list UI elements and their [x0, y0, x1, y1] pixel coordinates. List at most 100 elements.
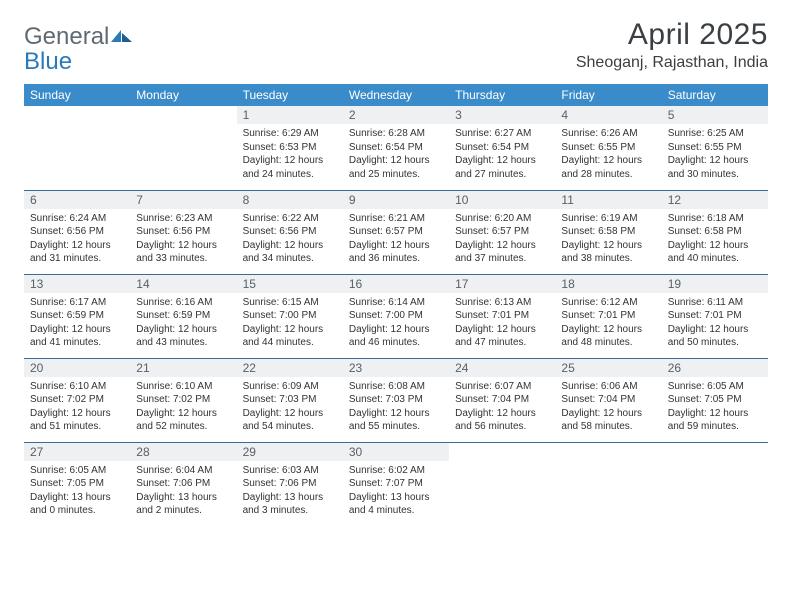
calendar-day-cell: 7Sunrise: 6:23 AMSunset: 6:56 PMDaylight… [130, 190, 236, 274]
sunrise-line: Sunrise: 6:18 AM [668, 212, 762, 226]
sunrise-line: Sunrise: 6:07 AM [455, 380, 549, 394]
calendar-day-cell: 25Sunrise: 6:06 AMSunset: 7:04 PMDayligh… [555, 358, 661, 442]
day-number: 18 [555, 275, 661, 293]
day-data: Sunrise: 6:17 AMSunset: 6:59 PMDaylight:… [24, 293, 130, 353]
sunrise-line: Sunrise: 6:02 AM [349, 464, 443, 478]
sunrise-line: Sunrise: 6:16 AM [136, 296, 230, 310]
brand-part1: General [24, 23, 109, 50]
calendar-day-cell: 3Sunrise: 6:27 AMSunset: 6:54 PMDaylight… [449, 106, 555, 190]
day-number: 30 [343, 443, 449, 461]
calendar-day-cell: 14Sunrise: 6:16 AMSunset: 6:59 PMDayligh… [130, 274, 236, 358]
sunrise-line: Sunrise: 6:03 AM [243, 464, 337, 478]
sunrise-line: Sunrise: 6:05 AM [30, 464, 124, 478]
day-number: 4 [555, 106, 661, 124]
sunset-line: Sunset: 6:58 PM [668, 225, 762, 239]
sunset-line: Sunset: 6:55 PM [668, 141, 762, 155]
day-number: 8 [237, 191, 343, 209]
sunset-line: Sunset: 7:04 PM [455, 393, 549, 407]
sunset-line: Sunset: 6:58 PM [561, 225, 655, 239]
day-number: 5 [662, 106, 768, 124]
day-number: 14 [130, 275, 236, 293]
sunset-line: Sunset: 6:59 PM [30, 309, 124, 323]
day-number: 22 [237, 359, 343, 377]
sunrise-line: Sunrise: 6:06 AM [561, 380, 655, 394]
calendar-week-row: 6Sunrise: 6:24 AMSunset: 6:56 PMDaylight… [24, 190, 768, 274]
day-data: Sunrise: 6:16 AMSunset: 6:59 PMDaylight:… [130, 293, 236, 353]
sunset-line: Sunset: 7:06 PM [243, 477, 337, 491]
calendar-day-cell: 23Sunrise: 6:08 AMSunset: 7:03 PMDayligh… [343, 358, 449, 442]
day-data: Sunrise: 6:03 AMSunset: 7:06 PMDaylight:… [237, 461, 343, 521]
weekday-header-row: SundayMondayTuesdayWednesdayThursdayFrid… [24, 84, 768, 106]
calendar-page: GeneralBlue April 2025 Sheoganj, Rajasth… [0, 0, 792, 544]
calendar-day-cell: 15Sunrise: 6:15 AMSunset: 7:00 PMDayligh… [237, 274, 343, 358]
sunrise-line: Sunrise: 6:12 AM [561, 296, 655, 310]
day-number: 23 [343, 359, 449, 377]
day-number: 2 [343, 106, 449, 124]
calendar-day-cell: 29Sunrise: 6:03 AMSunset: 7:06 PMDayligh… [237, 442, 343, 526]
daylight-line: Daylight: 12 hours and 51 minutes. [30, 407, 124, 434]
day-number: 11 [555, 191, 661, 209]
daylight-line: Daylight: 12 hours and 44 minutes. [243, 323, 337, 350]
calendar-empty-cell [662, 442, 768, 526]
weekday-header: Thursday [449, 84, 555, 106]
day-number: 1 [237, 106, 343, 124]
day-data: Sunrise: 6:29 AMSunset: 6:53 PMDaylight:… [237, 124, 343, 184]
calendar-body: 1Sunrise: 6:29 AMSunset: 6:53 PMDaylight… [24, 106, 768, 526]
brand-logo: GeneralBlue [24, 18, 133, 74]
day-number: 13 [24, 275, 130, 293]
daylight-line: Daylight: 13 hours and 2 minutes. [136, 491, 230, 518]
weekday-header: Monday [130, 84, 236, 106]
sunrise-line: Sunrise: 6:17 AM [30, 296, 124, 310]
day-data: Sunrise: 6:07 AMSunset: 7:04 PMDaylight:… [449, 377, 555, 437]
daylight-line: Daylight: 12 hours and 41 minutes. [30, 323, 124, 350]
day-data: Sunrise: 6:24 AMSunset: 6:56 PMDaylight:… [24, 209, 130, 269]
daylight-line: Daylight: 12 hours and 40 minutes. [668, 239, 762, 266]
sunrise-line: Sunrise: 6:26 AM [561, 127, 655, 141]
day-number: 7 [130, 191, 236, 209]
calendar-empty-cell [449, 442, 555, 526]
day-data: Sunrise: 6:15 AMSunset: 7:00 PMDaylight:… [237, 293, 343, 353]
sunrise-line: Sunrise: 6:15 AM [243, 296, 337, 310]
day-number: 10 [449, 191, 555, 209]
month-title: April 2025 [576, 18, 768, 52]
day-data: Sunrise: 6:11 AMSunset: 7:01 PMDaylight:… [662, 293, 768, 353]
sunset-line: Sunset: 7:03 PM [243, 393, 337, 407]
day-number: 26 [662, 359, 768, 377]
logo-sail-icon [111, 24, 133, 49]
sunset-line: Sunset: 7:05 PM [668, 393, 762, 407]
daylight-line: Daylight: 12 hours and 50 minutes. [668, 323, 762, 350]
sunrise-line: Sunrise: 6:05 AM [668, 380, 762, 394]
sunset-line: Sunset: 7:01 PM [668, 309, 762, 323]
page-header: GeneralBlue April 2025 Sheoganj, Rajasth… [24, 18, 768, 74]
day-data: Sunrise: 6:23 AMSunset: 6:56 PMDaylight:… [130, 209, 236, 269]
sunset-line: Sunset: 6:56 PM [30, 225, 124, 239]
calendar-empty-cell [130, 106, 236, 190]
daylight-line: Daylight: 12 hours and 52 minutes. [136, 407, 230, 434]
sunset-line: Sunset: 7:04 PM [561, 393, 655, 407]
weekday-header: Friday [555, 84, 661, 106]
day-data: Sunrise: 6:05 AMSunset: 7:05 PMDaylight:… [24, 461, 130, 521]
day-data: Sunrise: 6:12 AMSunset: 7:01 PMDaylight:… [555, 293, 661, 353]
sunrise-line: Sunrise: 6:23 AM [136, 212, 230, 226]
sunset-line: Sunset: 6:53 PM [243, 141, 337, 155]
day-data: Sunrise: 6:10 AMSunset: 7:02 PMDaylight:… [24, 377, 130, 437]
sunset-line: Sunset: 6:54 PM [455, 141, 549, 155]
calendar-day-cell: 18Sunrise: 6:12 AMSunset: 7:01 PMDayligh… [555, 274, 661, 358]
calendar-day-cell: 6Sunrise: 6:24 AMSunset: 6:56 PMDaylight… [24, 190, 130, 274]
calendar-week-row: 27Sunrise: 6:05 AMSunset: 7:05 PMDayligh… [24, 442, 768, 526]
calendar-empty-cell [555, 442, 661, 526]
daylight-line: Daylight: 12 hours and 30 minutes. [668, 154, 762, 181]
weekday-header: Wednesday [343, 84, 449, 106]
sunrise-line: Sunrise: 6:10 AM [136, 380, 230, 394]
location-text: Sheoganj, Rajasthan, India [576, 54, 768, 72]
calendar-day-cell: 12Sunrise: 6:18 AMSunset: 6:58 PMDayligh… [662, 190, 768, 274]
daylight-line: Daylight: 12 hours and 59 minutes. [668, 407, 762, 434]
weekday-header: Tuesday [237, 84, 343, 106]
daylight-line: Daylight: 12 hours and 31 minutes. [30, 239, 124, 266]
day-data: Sunrise: 6:18 AMSunset: 6:58 PMDaylight:… [662, 209, 768, 269]
daylight-line: Daylight: 12 hours and 38 minutes. [561, 239, 655, 266]
calendar-day-cell: 4Sunrise: 6:26 AMSunset: 6:55 PMDaylight… [555, 106, 661, 190]
sunrise-line: Sunrise: 6:27 AM [455, 127, 549, 141]
sunrise-line: Sunrise: 6:10 AM [30, 380, 124, 394]
day-number: 21 [130, 359, 236, 377]
